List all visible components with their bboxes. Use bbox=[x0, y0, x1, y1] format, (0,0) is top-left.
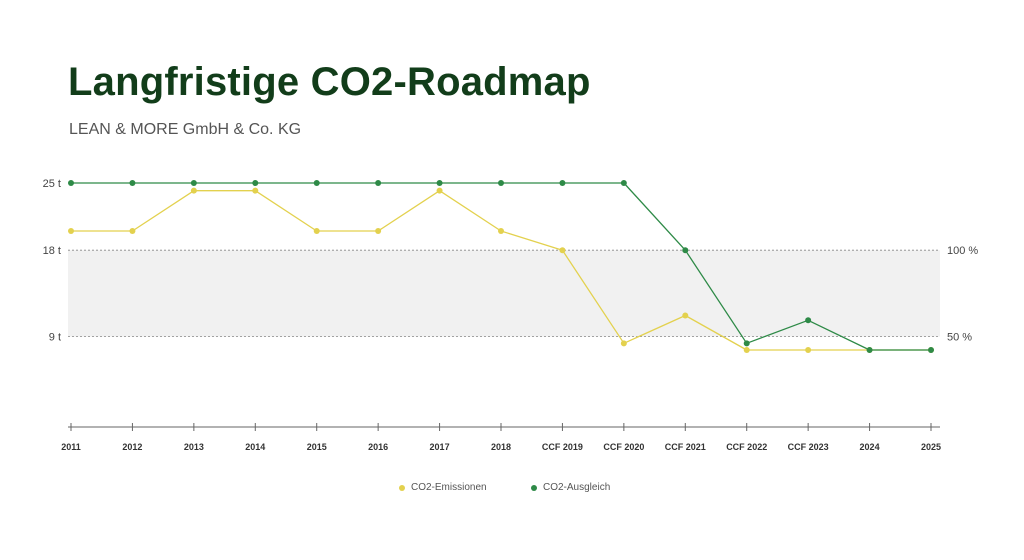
data-point-offset[interactable] bbox=[866, 347, 873, 354]
x-tick-label: 2024 bbox=[860, 442, 880, 452]
x-tick-label: 2011 bbox=[61, 442, 81, 452]
data-point-emissions[interactable] bbox=[805, 347, 812, 354]
data-point-emissions[interactable] bbox=[190, 187, 197, 194]
y-tick-label: 9 t bbox=[49, 332, 61, 344]
data-point-offset[interactable] bbox=[498, 180, 504, 186]
x-tick-label: CCF 2022 bbox=[726, 442, 767, 452]
data-point-emissions[interactable] bbox=[743, 347, 750, 354]
data-point-emissions[interactable] bbox=[436, 187, 443, 194]
right-tick-label: 50 % bbox=[947, 332, 972, 344]
x-tick-label: CCF 2021 bbox=[665, 442, 706, 452]
x-tick-label: 2014 bbox=[245, 442, 265, 452]
data-point-offset[interactable] bbox=[559, 180, 566, 186]
target-band bbox=[68, 250, 940, 337]
data-point-emissions[interactable] bbox=[375, 228, 382, 234]
data-point-offset[interactable] bbox=[190, 180, 197, 186]
data-point-emissions[interactable] bbox=[252, 187, 259, 194]
y-tick-label: 18 t bbox=[43, 245, 61, 257]
x-tick-label: 2012 bbox=[122, 442, 142, 452]
x-tick-label: 2015 bbox=[307, 442, 327, 452]
y-tick-label: 25 t bbox=[43, 178, 61, 190]
data-point-offset[interactable] bbox=[129, 180, 136, 186]
data-point-offset[interactable] bbox=[928, 347, 934, 354]
right-tick-label: 100 % bbox=[947, 245, 978, 257]
data-point-emissions[interactable] bbox=[68, 228, 74, 234]
x-tick-label: 2013 bbox=[184, 442, 204, 452]
data-point-offset[interactable] bbox=[682, 247, 689, 254]
x-tick-label: CCF 2019 bbox=[542, 442, 583, 452]
data-point-offset[interactable] bbox=[805, 317, 812, 324]
x-tick-label: CCF 2023 bbox=[788, 442, 829, 452]
data-point-offset[interactable] bbox=[252, 180, 259, 186]
x-tick-label: 2016 bbox=[368, 442, 388, 452]
x-tick-label: 2018 bbox=[491, 442, 511, 452]
data-point-offset[interactable] bbox=[620, 180, 627, 186]
data-point-offset[interactable] bbox=[375, 180, 382, 186]
x-tick-label: 2017 bbox=[430, 442, 450, 452]
x-tick-label: 2025 bbox=[921, 442, 941, 452]
legend-label-emissions: CO2-Emissionen bbox=[411, 482, 487, 493]
data-point-offset[interactable] bbox=[68, 180, 74, 186]
data-point-offset[interactable] bbox=[436, 180, 443, 186]
legend-item-offset[interactable]: CO2-Ausgleich bbox=[531, 482, 610, 493]
data-point-emissions[interactable] bbox=[559, 247, 566, 254]
data-point-emissions[interactable] bbox=[129, 228, 136, 234]
legend-swatch-offset bbox=[531, 484, 537, 491]
data-point-emissions[interactable] bbox=[313, 228, 320, 234]
page-title: Langfristige CO2-Roadmap bbox=[68, 60, 591, 104]
legend: CO2-Emissionen CO2-Ausgleich bbox=[0, 482, 1024, 496]
data-point-emissions[interactable] bbox=[498, 228, 504, 234]
legend-item-emissions[interactable]: CO2-Emissionen bbox=[399, 482, 487, 493]
data-point-offset[interactable] bbox=[743, 340, 750, 347]
legend-label-offset: CO2-Ausgleich bbox=[543, 482, 611, 493]
page-subtitle: LEAN & MORE GmbH & Co. KG bbox=[69, 121, 302, 138]
data-point-emissions[interactable] bbox=[682, 312, 689, 319]
x-tick-label: CCF 2020 bbox=[603, 442, 644, 452]
legend-swatch-emissions bbox=[399, 484, 405, 491]
data-point-offset[interactable] bbox=[313, 180, 320, 186]
data-point-emissions[interactable] bbox=[620, 340, 627, 347]
